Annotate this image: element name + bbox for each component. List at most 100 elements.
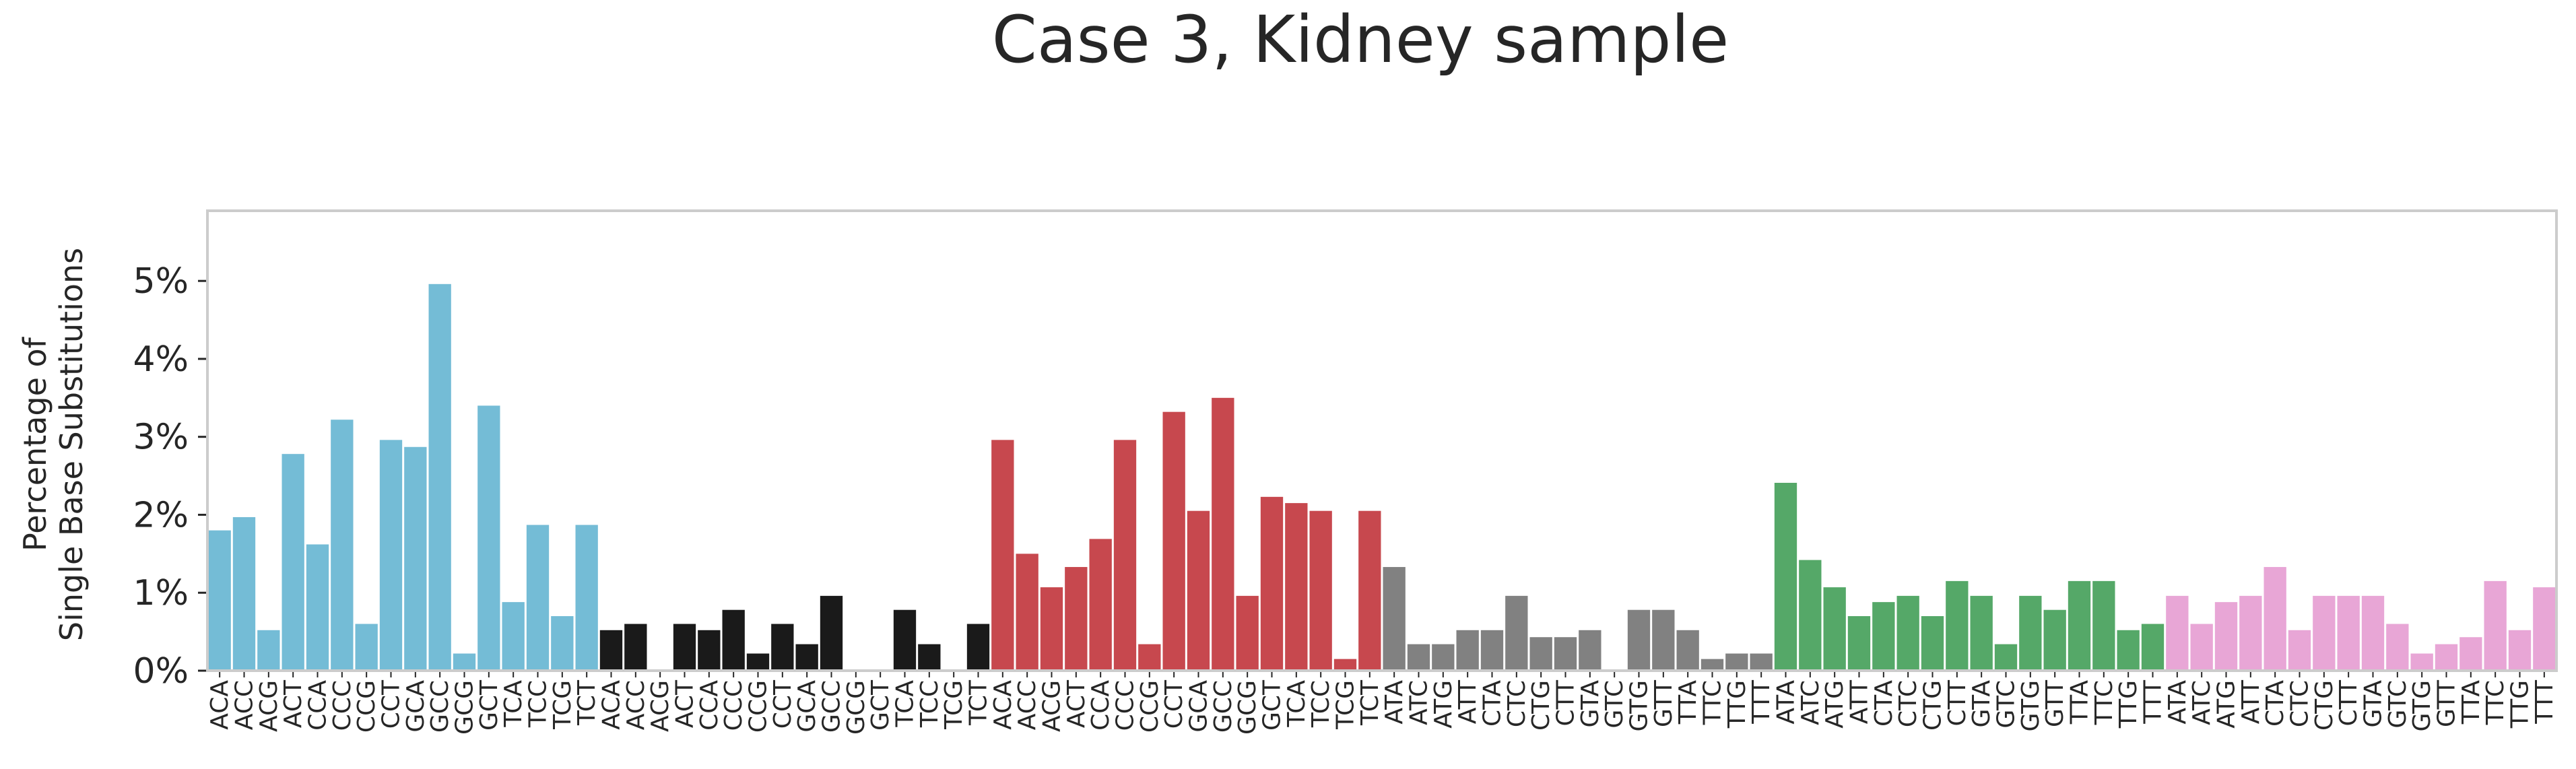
- x-tick-label: ACC: [231, 680, 259, 730]
- bar: [1823, 587, 1846, 671]
- x-tick-label: GTC: [2384, 680, 2412, 729]
- x-tick-label: GTC: [1993, 680, 2020, 729]
- x-tick-label: CCA: [696, 680, 723, 731]
- bar: [746, 653, 770, 671]
- bar: [1456, 630, 1479, 671]
- y-tick-label: 5%: [133, 261, 189, 302]
- x-tick-label: GTA: [2360, 680, 2387, 728]
- x-tick-label: TCT: [1356, 679, 1384, 726]
- bar: [1970, 595, 1993, 671]
- x-tick-label: GCT: [475, 679, 503, 731]
- x-tick-label: GTA: [1968, 680, 1995, 728]
- bar: [2361, 595, 2385, 671]
- x-tick-label: GTT: [1650, 679, 1678, 727]
- bar: [2092, 580, 2115, 671]
- x-tick-label: ATC: [2188, 680, 2216, 725]
- bar: [1309, 510, 1332, 671]
- x-tick-label: TTG: [2507, 680, 2534, 729]
- plot-frame: [206, 209, 2558, 672]
- y-tick-label: 0%: [133, 651, 189, 692]
- bar: [1627, 609, 1651, 671]
- x-tick-label: TTT: [2140, 679, 2167, 725]
- bar: [2484, 580, 2507, 671]
- x-tick-label: CCC: [720, 680, 748, 731]
- x-tick-label: GCC: [1210, 680, 1237, 733]
- bar: [795, 644, 818, 671]
- x-tick-label: TTT: [2531, 679, 2558, 725]
- x-tick-label: CTC: [2286, 680, 2314, 727]
- y-tick-label: 3%: [133, 417, 189, 458]
- y-tick-label: 1%: [133, 573, 189, 613]
- x-tick-label: TTT: [1748, 679, 1775, 725]
- bar: [2288, 630, 2311, 671]
- y-axis-label-line-2: Single Base Substitutions: [53, 248, 90, 641]
- bar: [1333, 659, 1357, 671]
- bar: [1187, 510, 1210, 671]
- x-tick-label: ACG: [647, 680, 674, 732]
- bar: [966, 624, 990, 671]
- x-tick-label: TCC: [916, 680, 944, 728]
- bar: [477, 405, 500, 671]
- x-tick-label: GTG: [1626, 680, 1653, 732]
- bars-group: [208, 283, 2556, 671]
- x-tick-label: CTT: [2335, 679, 2363, 726]
- x-tick-label: GTG: [2408, 680, 2436, 732]
- x-tick-label: GCG: [1234, 680, 1261, 735]
- x-tick-label: GTC: [1601, 680, 1628, 729]
- x-tick-label: ATG: [2213, 680, 2241, 729]
- x-tick-label: CCG: [353, 680, 381, 733]
- bar: [1799, 560, 1822, 671]
- x-tick-label: GCA: [402, 680, 430, 733]
- bar: [1872, 602, 1895, 671]
- x-tick-label: TTG: [2115, 680, 2142, 729]
- x-tick-label: GTG: [2017, 680, 2045, 732]
- bar: [2435, 644, 2458, 671]
- bar: [771, 624, 794, 671]
- x-tick-label: TCT: [573, 679, 601, 726]
- y-axis-label-line-1: Percentage of: [17, 336, 53, 551]
- bar: [2410, 653, 2433, 671]
- bar: [673, 624, 696, 671]
- bar: [257, 630, 280, 671]
- x-tick-label: GTA: [1577, 680, 1604, 728]
- x-tick-label: TTC: [2482, 680, 2509, 725]
- bar: [1236, 595, 1259, 671]
- bar: [2533, 587, 2556, 671]
- x-tick-label: CTG: [1919, 680, 1947, 731]
- x-tick-label: CTG: [2311, 680, 2338, 731]
- bar: [551, 615, 574, 671]
- x-tick-label: CCT: [378, 679, 405, 729]
- bar: [722, 609, 745, 671]
- bar: [1432, 644, 1455, 671]
- x-tick-label: ACA: [598, 680, 626, 730]
- x-tick-label: ACG: [255, 680, 283, 732]
- x-tick-label: GCT: [1259, 679, 1286, 731]
- bar: [1138, 644, 1161, 671]
- bar: [1774, 483, 1797, 671]
- x-tick-label: CTA: [1479, 680, 1507, 727]
- bar: [453, 653, 476, 671]
- x-tick-label: ACC: [622, 680, 650, 730]
- bar: [1480, 630, 1504, 671]
- x-tick-label: TCA: [892, 680, 919, 728]
- bar: [1358, 510, 1381, 671]
- x-tick-label: TCG: [940, 680, 968, 730]
- bar: [2068, 580, 2091, 671]
- x-tick-label: ATC: [1797, 680, 1824, 725]
- bar: [820, 595, 843, 671]
- bar: [2141, 624, 2165, 671]
- x-tick-label: TCG: [549, 680, 576, 730]
- bar: [1921, 615, 1944, 671]
- bar: [1162, 411, 1185, 671]
- x-tick-label: ATC: [1406, 680, 1433, 725]
- bar: [379, 440, 403, 671]
- bar: [2214, 602, 2238, 671]
- bar: [1896, 595, 1919, 671]
- bar: [2239, 595, 2262, 671]
- x-tick-label: ATT: [2237, 679, 2265, 724]
- x-tick-label: GCG: [451, 680, 479, 735]
- bar: [1065, 567, 1088, 671]
- x-tick-label: TCA: [1283, 680, 1311, 728]
